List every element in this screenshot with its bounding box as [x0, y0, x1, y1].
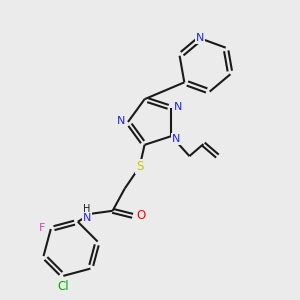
Text: O: O — [136, 209, 145, 222]
Text: N: N — [196, 33, 205, 43]
Text: H: H — [83, 204, 90, 214]
Text: Cl: Cl — [58, 280, 69, 293]
Text: F: F — [39, 223, 45, 233]
Text: N: N — [82, 213, 91, 223]
Text: N: N — [174, 102, 183, 112]
Text: S: S — [136, 160, 143, 173]
Text: N: N — [117, 116, 125, 126]
Text: N: N — [172, 134, 181, 144]
